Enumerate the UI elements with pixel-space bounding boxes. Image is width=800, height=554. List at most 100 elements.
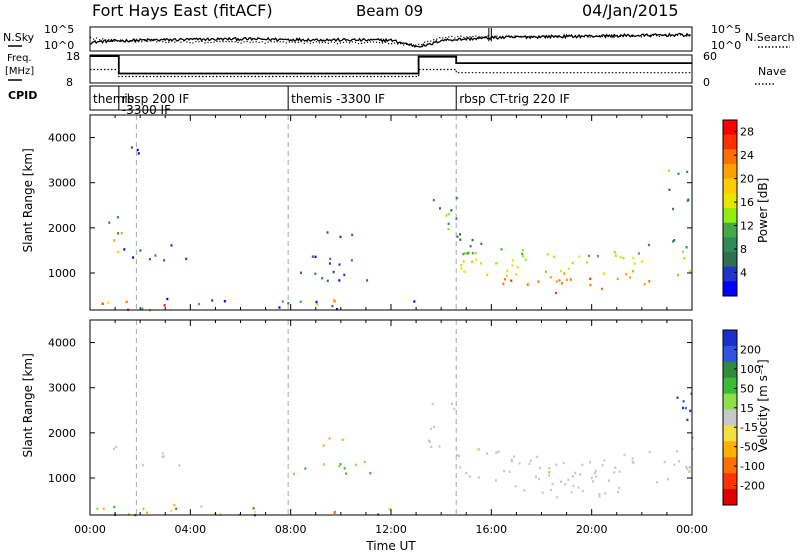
data-pixel	[459, 233, 462, 236]
nsearch-point	[454, 37, 456, 39]
data-pixel	[594, 469, 597, 473]
nsearch-point	[129, 40, 131, 43]
data-pixel	[322, 444, 325, 447]
nsearch-point	[553, 35, 555, 38]
power-colorbar-tick-label: 20	[740, 173, 754, 186]
noise-left-tick: 10^0	[44, 39, 74, 52]
nsearch-point	[577, 34, 579, 37]
data-pixel	[688, 270, 691, 273]
data-pixel	[619, 255, 622, 259]
nsearch-point	[360, 42, 363, 44]
nsearch-point	[96, 37, 98, 39]
nsearch-point	[427, 40, 429, 42]
nsearch-point	[397, 43, 399, 45]
data-pixel	[333, 299, 335, 302]
data-pixel	[96, 507, 99, 510]
data-pixel	[200, 505, 203, 508]
data-pixel	[535, 475, 537, 478]
nsearch-point	[165, 41, 167, 44]
nsearch-point	[445, 36, 447, 39]
data-pixel	[366, 279, 369, 282]
time-tick-label: 04:00	[174, 523, 206, 536]
data-pixel	[332, 270, 335, 274]
nsearch-point	[634, 35, 637, 37]
nsearch-point	[424, 41, 426, 43]
nsearch-point	[276, 41, 278, 43]
nsearch-point	[619, 35, 621, 38]
nsearch-point	[120, 39, 122, 41]
data-pixel	[328, 437, 331, 440]
data-pixel	[469, 245, 472, 248]
nsearch-point	[222, 41, 224, 43]
nsearch-point	[363, 42, 366, 44]
data-pixel	[278, 306, 281, 309]
nsearch-point	[406, 43, 408, 46]
data-pixel	[515, 273, 518, 276]
nsearch-point	[174, 41, 176, 43]
nsearch-point	[117, 40, 119, 42]
nsearch-point	[180, 41, 182, 43]
nsearch-point	[571, 35, 573, 37]
data-pixel	[614, 254, 617, 257]
nsearch-point	[391, 42, 393, 45]
velocity-colorbar-swatch	[723, 361, 737, 379]
nsearch-point	[339, 42, 342, 44]
data-pixel	[281, 300, 284, 303]
data-pixel	[161, 452, 164, 455]
data-pixel	[142, 507, 145, 510]
velocity-colorbar-swatch	[723, 457, 737, 474]
data-pixel	[287, 302, 290, 305]
data-pixel	[316, 303, 319, 306]
data-pixel	[524, 258, 527, 261]
nsearch-point	[418, 43, 420, 45]
nsearch-point	[457, 35, 459, 38]
nsearch-point	[433, 39, 435, 41]
data-pixel	[462, 252, 465, 256]
data-pixel	[632, 461, 635, 465]
nsearch-point	[472, 35, 474, 38]
nsearch-point	[529, 35, 531, 37]
data-pixel	[154, 254, 157, 257]
nsearch-point	[111, 40, 113, 42]
nsearch-point	[207, 42, 209, 44]
data-pixel	[161, 455, 164, 458]
time-axis-label: Time UT	[365, 539, 416, 553]
velocity-colorbar-tick-label: 50	[740, 382, 754, 395]
nsearch-point	[210, 41, 212, 44]
y-tick-label: 2000	[48, 222, 76, 235]
data-pixel	[548, 471, 551, 474]
data-pixel	[369, 472, 372, 475]
data-pixel	[508, 470, 511, 473]
data-pixel	[677, 172, 680, 175]
nsearch-point	[333, 41, 336, 44]
time-tick-label: 12:00	[375, 523, 407, 536]
nsearch-point	[523, 35, 525, 38]
data-pixel	[516, 266, 519, 269]
nsearch-point	[589, 36, 591, 38]
data-pixel	[431, 402, 434, 406]
panel-frame	[89, 319, 693, 516]
y-tick-label: 1000	[48, 267, 76, 280]
data-pixel	[430, 445, 433, 448]
nsearch-point	[505, 35, 507, 37]
data-pixel	[510, 458, 513, 461]
data-pixel	[471, 252, 474, 255]
power-colorbar: 4 8 12 16 20 24 28 Power [dB]	[722, 119, 770, 297]
data-pixel	[115, 445, 118, 449]
data-pixel	[125, 300, 128, 304]
y-tick-label: 4000	[48, 337, 76, 350]
nsearch-point	[204, 42, 206, 44]
data-pixel	[459, 466, 462, 469]
data-pixel	[667, 169, 670, 172]
power-colorbar-swatch	[723, 149, 737, 165]
data-pixel	[447, 222, 450, 225]
nsearch-point	[526, 36, 528, 38]
data-pixel	[511, 264, 514, 267]
nsearch-point	[381, 42, 384, 44]
data-pixel	[632, 270, 635, 273]
nsearch-point	[664, 34, 667, 37]
nsearch-point	[153, 39, 155, 42]
data-pixel	[163, 259, 166, 262]
data-pixel	[463, 270, 466, 273]
